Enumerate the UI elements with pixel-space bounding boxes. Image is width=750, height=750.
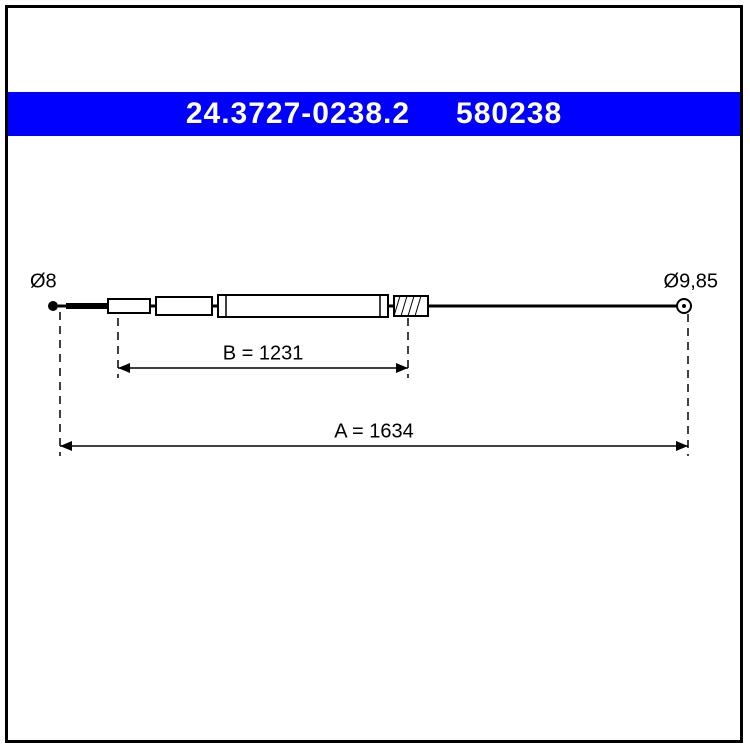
diagram-canvas: 24.3727-0238.2 580238 Ø8 Ø9,85 B = 1231 A =…: [0, 0, 750, 750]
diagram-layer: Ø8 Ø9,85 B = 1231 A = 1634: [30, 270, 718, 456]
cable-diagram: Ø8 Ø9,85 B = 1231 A = 1634: [8, 136, 740, 616]
svg-text:A = 1634: A = 1634: [334, 420, 414, 442]
part-number: 24.3727-0238.2: [186, 97, 410, 131]
svg-text:Ø8: Ø8: [30, 270, 57, 292]
ref-number: 580238: [456, 97, 562, 131]
svg-text:Ø9,85: Ø9,85: [664, 270, 718, 292]
part-header: 24.3727-0238.2 580238: [8, 92, 740, 136]
svg-text:B = 1231: B = 1231: [223, 342, 304, 364]
